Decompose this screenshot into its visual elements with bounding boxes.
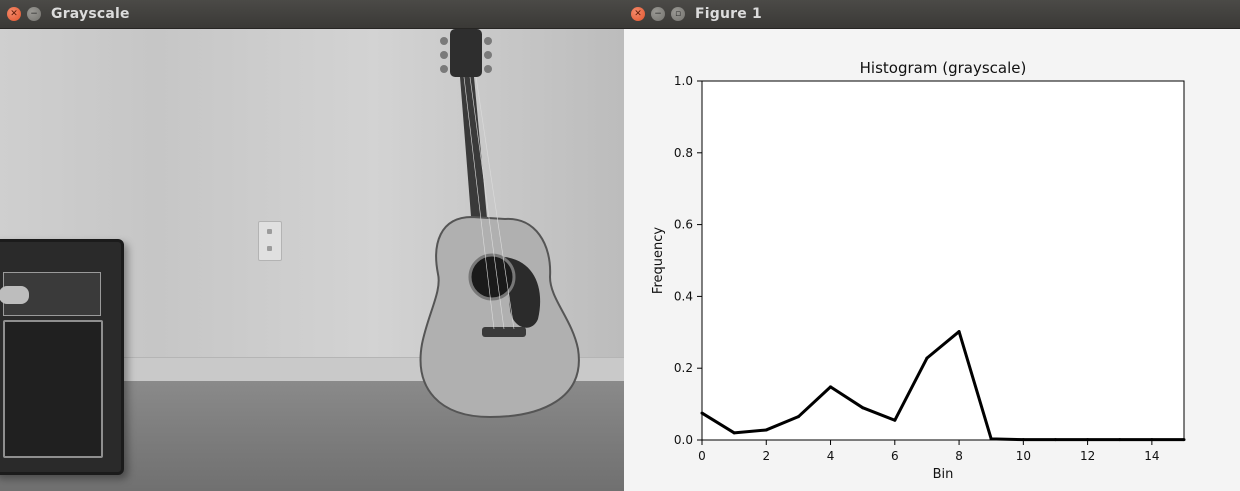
maximize-icon[interactable]: ▫ [671,7,685,21]
y-tick-label: 1.0 [674,74,693,88]
figure-canvas: 0 2 4 6 8 10 12 14 0.0 0.2 0.4 0.6 0.8 1.0 Histogram … [624,29,1240,491]
data-point [829,385,833,389]
data-point [893,418,897,422]
y-tick-label: 0.8 [674,146,693,160]
camera-image [0,29,624,491]
plot-area [702,81,1184,440]
guitar-body [419,215,580,419]
x-axis-label: Bin [933,467,954,482]
y-axis-label: Frequency [651,227,666,294]
x-tick-label: 6 [891,449,899,463]
close-icon[interactable]: ✕ [7,7,21,21]
window-title: Figure 1 [695,6,762,22]
wall-outlet [258,221,282,261]
guitar-neck [460,77,488,229]
amplifier-grille [3,320,103,458]
grayscale-titlebar[interactable]: ✕ − Grayscale [0,0,624,29]
x-tick-label: 10 [1016,449,1031,463]
x-tick-label: 2 [762,449,770,463]
data-point [925,356,929,360]
y-tick-label: 0.6 [674,218,693,232]
x-tick-label: 12 [1080,449,1095,463]
data-point [732,431,736,435]
x-tick-label: 4 [827,449,835,463]
plot-frame [701,80,1185,441]
guitar-bridge [482,327,526,337]
y-tick-label: 0.0 [674,433,693,447]
x-tick-label: 0 [698,449,706,463]
data-point [957,330,961,334]
minimize-icon[interactable]: − [651,7,665,21]
amplifier-logo [0,286,29,304]
x-tick-label: 14 [1144,449,1159,463]
y-tick-label: 0.2 [674,361,693,375]
figure-titlebar[interactable]: ✕ − ▫ Figure 1 [624,0,1240,29]
chart-title: Histogram (grayscale) [860,59,1027,77]
amplifier [0,239,124,475]
x-tick-label: 8 [955,449,963,463]
histogram-chart: 0 2 4 6 8 10 12 14 0.0 0.2 0.4 0.6 0.8 1.0 Histogram … [651,59,1186,482]
guitar [419,29,580,419]
grayscale-window: ✕ − Grayscale [0,0,624,491]
window-title: Grayscale [51,6,130,22]
data-point [764,428,768,432]
close-icon[interactable]: ✕ [631,7,645,21]
guitar-headstock [450,29,482,77]
data-point [861,406,865,410]
guitar-soundhole [468,253,516,301]
y-tick-label: 0.4 [674,289,693,303]
minimize-icon[interactable]: − [27,7,41,21]
data-point [796,415,800,419]
figure-window: ✕ − ▫ Figure 1 0 2 4 6 8 10 12 14 0.0 0.2 0.4 0.6 0.… [624,0,1240,491]
